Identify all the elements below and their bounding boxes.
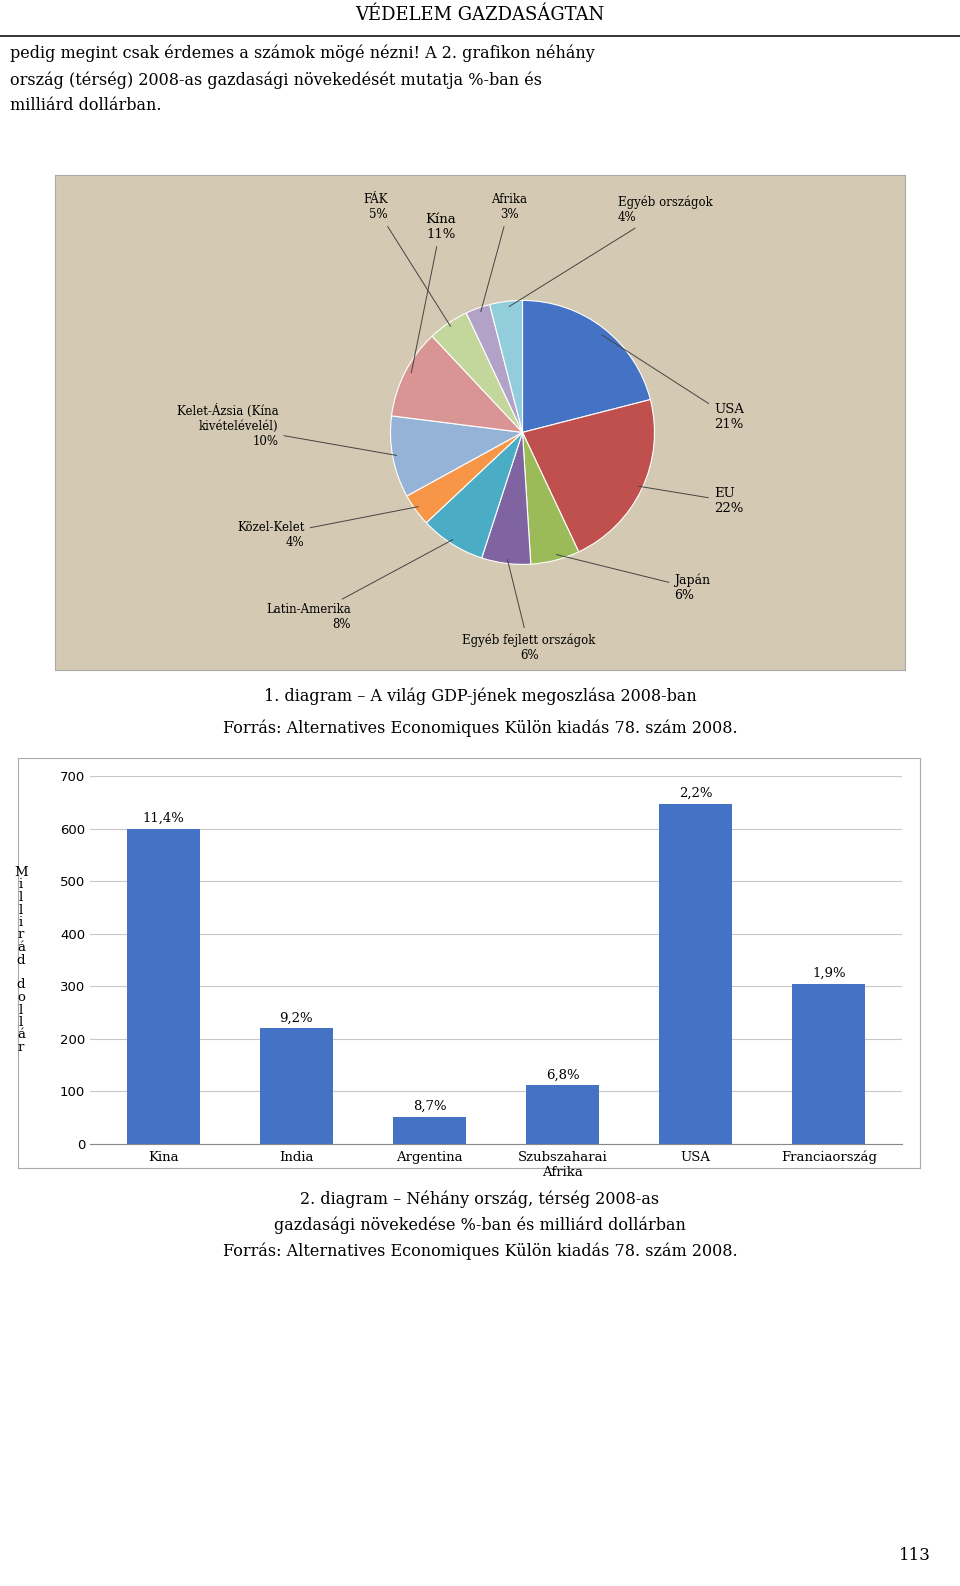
Text: 9,2%: 9,2%: [279, 1012, 313, 1025]
Wedge shape: [432, 312, 522, 433]
Text: EU
22%: EU 22%: [638, 487, 743, 515]
Wedge shape: [392, 336, 522, 433]
Wedge shape: [482, 433, 531, 565]
Wedge shape: [522, 400, 655, 552]
Text: Közel-Kelet
4%: Közel-Kelet 4%: [237, 506, 419, 549]
Text: USA
21%: USA 21%: [602, 335, 744, 430]
Text: pedig megint csak érdemes a számok mögé nézni! A 2. grafikon néhány
ország (térs: pedig megint csak érdemes a számok mögé …: [10, 44, 595, 114]
Text: 2. diagram – Néhány ország, térség 2008-as
gazdasági növekedése %-ban és milliár: 2. diagram – Néhány ország, térség 2008-…: [223, 1190, 737, 1261]
Wedge shape: [522, 300, 650, 433]
Bar: [660, 804, 732, 1144]
Text: Kína
11%: Kína 11%: [411, 213, 456, 373]
Text: Afrika
3%: Afrika 3%: [481, 193, 527, 312]
Wedge shape: [407, 433, 522, 523]
Wedge shape: [391, 416, 522, 496]
Wedge shape: [490, 300, 522, 433]
Text: 2,2%: 2,2%: [679, 787, 712, 801]
Text: Kelet-Ázsia (Kína
kivételévelél)
10%: Kelet-Ázsia (Kína kivételévelél) 10%: [177, 404, 396, 455]
Text: 113: 113: [900, 1546, 931, 1564]
Text: Egyéb országok
4%: Egyéb országok 4%: [509, 195, 712, 306]
Text: 1. diagram – A világ GDP-jének megoszlása 2008-ban: 1. diagram – A világ GDP-jének megoszlás…: [264, 687, 696, 704]
Bar: [526, 1085, 599, 1144]
Text: 6,8%: 6,8%: [545, 1069, 580, 1082]
Text: M
i
l
l
i
r
á
d

d
o
l
l
á
r: M i l l i r á d d o l l á r: [14, 866, 28, 1055]
Bar: [260, 1028, 333, 1144]
Bar: [792, 983, 865, 1144]
Text: Forrás: Alternatives Economiques Külön kiadás 78. szám 2008.: Forrás: Alternatives Economiques Külön k…: [223, 720, 737, 737]
Wedge shape: [522, 433, 579, 565]
Bar: [127, 828, 200, 1144]
Text: 11,4%: 11,4%: [142, 812, 184, 825]
Text: FÁK
5%: FÁK 5%: [363, 193, 450, 327]
Text: Egyéb fejlett országok
6%: Egyéb fejlett országok 6%: [463, 560, 596, 661]
Text: Japán
6%: Japán 6%: [557, 555, 710, 603]
Text: 8,7%: 8,7%: [413, 1101, 446, 1113]
Wedge shape: [467, 305, 522, 433]
Text: Latin-Amerika
8%: Latin-Amerika 8%: [266, 539, 453, 631]
Text: 1,9%: 1,9%: [812, 967, 846, 980]
Text: VÉDELEM GAZDASÁGTAN: VÉDELEM GAZDASÁGTAN: [355, 6, 605, 24]
Wedge shape: [426, 433, 522, 558]
Bar: [393, 1117, 466, 1144]
